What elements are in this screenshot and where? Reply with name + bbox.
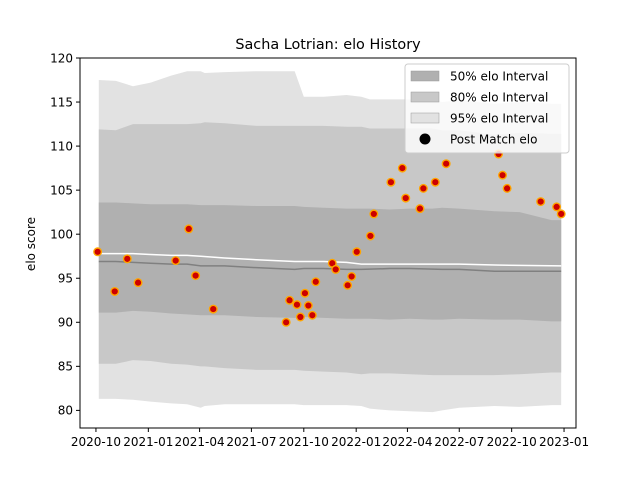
- x-tick-label: 2022-07: [434, 435, 484, 449]
- data-point: [307, 310, 317, 320]
- data-point: [386, 177, 396, 187]
- series-line: [98, 252, 562, 267]
- data-point: [498, 170, 508, 180]
- legend-box: [404, 63, 570, 154]
- x-tick-label: 2021-07: [226, 435, 276, 449]
- chart-title: Sacha Lotrian: elo History: [235, 37, 421, 53]
- data-point: [552, 202, 562, 212]
- y-tick-label: 85: [58, 360, 73, 374]
- data-point: [397, 163, 407, 173]
- y-tick-label: 90: [58, 316, 73, 330]
- y-axis: 80 85 90 95 100 105 110 115 120: [50, 51, 80, 418]
- data-point: [285, 295, 295, 305]
- y-tick-label: 105: [50, 183, 73, 197]
- data-point: [300, 288, 310, 298]
- data-point: [93, 247, 103, 257]
- data-point: [536, 197, 546, 207]
- legend-label: 95% elo Interval: [450, 112, 548, 126]
- x-tick-label: 2022-10: [487, 435, 537, 449]
- data-point: [365, 231, 375, 241]
- data-point: [352, 247, 362, 257]
- legend-marker: [419, 133, 431, 145]
- legend-label: 50% elo Interval: [450, 70, 548, 84]
- data-point: [292, 300, 302, 310]
- y-tick-label: 110: [50, 139, 73, 153]
- y-tick-label: 95: [58, 272, 73, 286]
- legend-swatch: [410, 70, 440, 82]
- data-point: [184, 224, 194, 234]
- x-tick-label: 2022-04: [382, 435, 432, 449]
- y-tick-label: 100: [50, 227, 73, 241]
- data-point: [556, 209, 566, 219]
- data-point: [502, 183, 512, 193]
- expected-elo-lines: [98, 252, 562, 272]
- data-point: [122, 254, 132, 264]
- x-tick-label: 2021-01: [123, 435, 173, 449]
- y-tick-label: 115: [50, 95, 73, 109]
- x-axis: 2020-10 2021-01 2021-04 2021-07 2021-10 2022-…: [71, 428, 589, 449]
- x-tick-label: 2022-01: [331, 435, 381, 449]
- data-point: [311, 277, 321, 287]
- legend: 50% elo Interval 80% elo Interval 95% elo …: [404, 63, 570, 154]
- data-point: [347, 271, 357, 281]
- data-point: [133, 278, 143, 288]
- legend-swatch: [410, 112, 440, 124]
- x-tick-label: 2023-01: [539, 435, 589, 449]
- data-point: [343, 280, 353, 290]
- data-point: [171, 256, 181, 266]
- plot-frame: [79, 57, 577, 429]
- legend-swatch: [410, 91, 440, 103]
- x-tick-label: 2020-10: [71, 435, 121, 449]
- data-point: [295, 312, 305, 322]
- series-line: [98, 260, 562, 272]
- legend-label: 80% elo Interval: [450, 91, 548, 105]
- data-point: [369, 209, 379, 219]
- y-axis-label: elo score: [24, 217, 38, 271]
- x-tick-label: 2021-10: [279, 435, 329, 449]
- data-point: [415, 204, 425, 214]
- legend-label: Post Match elo: [450, 133, 537, 147]
- x-tick-label: 2021-04: [175, 435, 225, 449]
- data-point: [331, 264, 341, 274]
- data-point: [281, 317, 291, 327]
- post-match-points: [93, 149, 566, 327]
- y-tick-label: 120: [50, 51, 73, 65]
- data-point: [418, 183, 428, 193]
- data-point: [208, 304, 218, 314]
- data-point: [430, 177, 440, 187]
- data-point: [303, 301, 313, 311]
- data-point: [191, 271, 201, 281]
- data-point: [110, 286, 120, 296]
- data-point: [441, 159, 451, 169]
- data-point: [401, 193, 411, 203]
- y-tick-label: 80: [58, 404, 73, 418]
